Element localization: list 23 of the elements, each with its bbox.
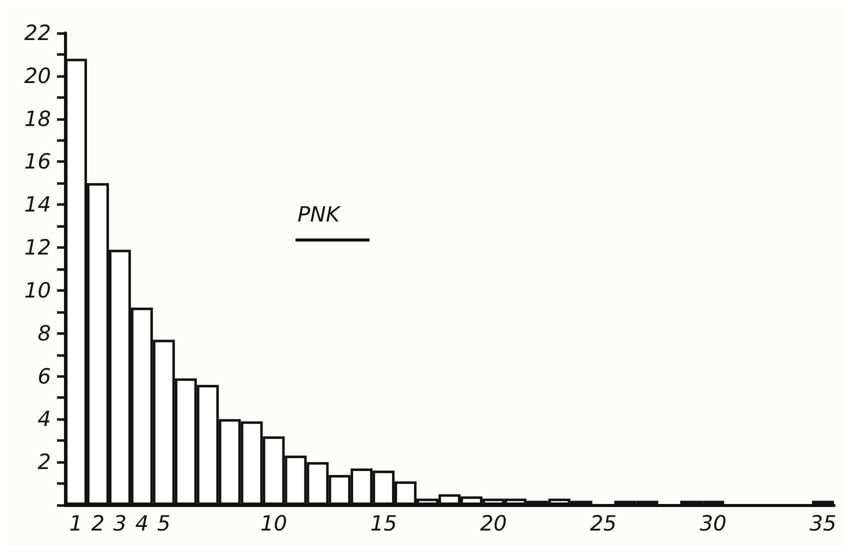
y-tick-label: 14 [24, 192, 51, 217]
y-tick-label: 18 [24, 106, 51, 131]
annotation: PNK [298, 202, 342, 226]
x-tick-label: 35 [810, 512, 836, 536]
y-tick-label: 10 [24, 278, 51, 302]
y-tick-label: 4 [38, 407, 51, 432]
y-tick-label: 12 [24, 236, 51, 260]
x-tick-label: 1 [69, 512, 83, 536]
x-tick-label: 10 [260, 512, 288, 536]
x-tick-label: 30 [700, 512, 727, 536]
x-tick-label: 4 [135, 512, 149, 536]
x-tick-label: 20 [480, 512, 507, 536]
x-tick-label: 5 [157, 512, 171, 536]
y-tick-label: 2 [38, 450, 51, 474]
y-tick-label: 8 [38, 321, 51, 346]
y-tick-label: 6 [38, 364, 51, 388]
x-tick-label: 2 [91, 512, 105, 536]
x-tick-label: 15 [370, 512, 397, 536]
y-tick-label: 20 [24, 64, 51, 88]
x-tick-label: 25 [590, 512, 617, 536]
y-tick-label: 16 [24, 150, 51, 174]
y-tick-label: 22 [24, 21, 51, 45]
x-tick-label: 3 [113, 512, 127, 536]
